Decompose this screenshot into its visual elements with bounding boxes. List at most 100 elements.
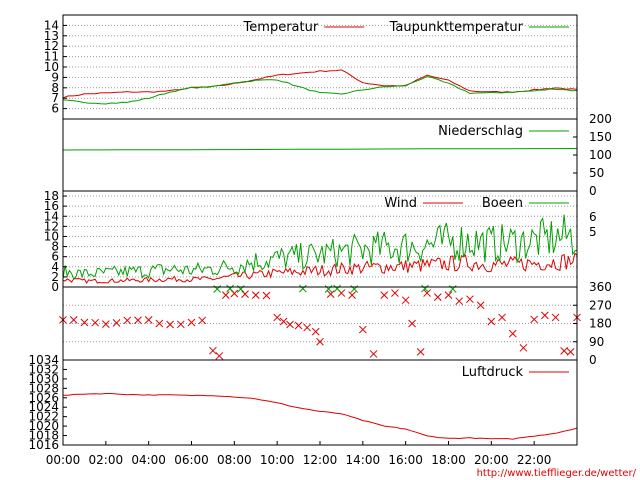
wind-direction-point (209, 346, 217, 355)
wind-direction-point (221, 291, 230, 299)
wind-direction-point (421, 284, 429, 293)
marker-stroke (358, 325, 367, 334)
wind-direction-point (155, 319, 164, 328)
marker-stroke (416, 348, 425, 356)
wind-direction-point (433, 293, 442, 301)
marker-stroke (444, 291, 453, 299)
y-tick-label-dir: 270 (589, 298, 612, 312)
marker-stroke (508, 329, 517, 338)
series-line-luftdruck (63, 393, 578, 440)
wind-direction-point (215, 352, 224, 360)
marker-stroke (466, 295, 474, 304)
marker-stroke (348, 291, 356, 299)
marker-stroke (176, 320, 185, 329)
legend-label-luftdruck: Luftdruck (462, 365, 524, 380)
y-tick-label-pressure: 1030 (28, 372, 59, 386)
axes-layer (62, 14, 578, 446)
marker-stroke (311, 327, 320, 336)
marker-stroke (433, 293, 442, 301)
wind-direction-point (530, 315, 539, 324)
series-line-temperatur (62, 69, 578, 99)
wind-direction-point (144, 315, 153, 324)
wind-direction-point (487, 317, 496, 326)
y-tick-label-temp: 7 (51, 91, 59, 105)
y-tick-label-rain: 0 (589, 184, 597, 198)
marker-stroke (230, 289, 239, 298)
wind-direction-point (519, 343, 528, 352)
wind-direction-point (166, 320, 174, 329)
marker-stroke (262, 291, 271, 300)
wind-direction-point (455, 297, 464, 306)
y-tick-label-wind: 6 (51, 250, 59, 264)
marker-stroke (144, 315, 153, 324)
marker-stroke (498, 313, 506, 322)
wind-direction-point (226, 284, 234, 293)
marker-stroke (286, 320, 294, 329)
marker-stroke (209, 346, 217, 355)
x-tick-label: 14:00 (346, 453, 381, 467)
legend-label-wind: Wind (384, 196, 417, 211)
wind-direction-point (80, 318, 89, 327)
y-tick-label-pressure: 1018 (28, 429, 59, 443)
marker-stroke (421, 284, 429, 293)
marker-stroke (487, 317, 496, 326)
y-tick-label-temp: 6 (51, 102, 59, 116)
y-tick-label-temp: 10 (44, 60, 59, 74)
y-tick-label-wind: 8 (51, 240, 59, 254)
marker-stroke (221, 291, 230, 299)
wind-direction-point (123, 316, 132, 325)
wind-direction-point (241, 290, 249, 298)
marker-stroke (187, 318, 196, 327)
y-tick-label-temp: 12 (44, 39, 59, 53)
x-tick-label: 00:00 (46, 453, 81, 467)
wind-direction-point (294, 321, 303, 330)
x-tick-label: 20:00 (474, 453, 509, 467)
y-tick-label-temp: 11 (44, 50, 59, 64)
y-tick-label-dir: 0 (589, 353, 597, 367)
y-tick-label-temp: 8 (51, 81, 59, 95)
right-tick-label-wind: 6 (589, 210, 597, 224)
marker-stroke (408, 319, 416, 328)
y-tick-label-wind: 4 (51, 260, 59, 274)
marker-stroke (369, 350, 378, 358)
wind-direction-point (333, 284, 341, 293)
wind-direction-point (262, 291, 271, 300)
x-tick-label: 18:00 (431, 453, 466, 467)
y-tick-label-wind: 0 (51, 280, 59, 294)
wind-direction-point (286, 320, 294, 329)
y-tick-label-pressure: 1034 (28, 353, 59, 367)
y-tick-label-rain: 100 (589, 148, 612, 162)
data-layer (59, 69, 581, 440)
marker-stroke (101, 320, 110, 328)
marker-stroke (215, 352, 224, 360)
marker-stroke (241, 290, 249, 298)
marker-stroke (391, 289, 399, 297)
marker-stroke (80, 318, 89, 327)
marker-stroke (198, 316, 207, 325)
wind-direction-point (380, 291, 389, 299)
legend-label-temperatur: Temperatur (243, 20, 319, 35)
marker-stroke (530, 315, 539, 324)
marker-stroke (333, 284, 341, 293)
marker-stroke (560, 347, 569, 355)
wind-direction-point (316, 337, 324, 346)
y-tick-label-wind: 12 (44, 219, 59, 233)
wind-direction-point (101, 320, 110, 328)
wind-direction-point (541, 311, 549, 320)
marker-stroke (134, 316, 142, 325)
y-tick-label-wind: 2 (51, 270, 59, 284)
y-tick-label-temp: 9 (51, 70, 59, 84)
y-tick-label-temp: 14 (44, 18, 59, 32)
wind-direction-point (369, 350, 378, 358)
wind-direction-point (466, 295, 474, 304)
marker-stroke (299, 284, 307, 293)
grid-layer (63, 24, 577, 361)
marker-stroke (566, 348, 575, 356)
wind-direction-point (326, 290, 335, 298)
wind-direction-point (423, 289, 431, 297)
x-tick-label: 16:00 (388, 453, 423, 467)
series-line-taupunkttemperatur (62, 76, 578, 105)
wind-direction-point (279, 317, 288, 326)
